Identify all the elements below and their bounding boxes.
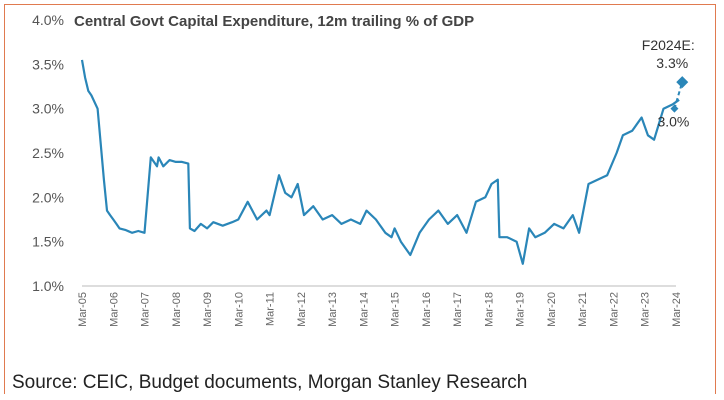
chart-frame <box>4 4 716 394</box>
series-line <box>80 59 680 265</box>
y-tick-label: 2.0% <box>32 189 64 205</box>
y-axis: 4.0% 3.5% 3.0% 2.5% 2.0% 1.5% 1.0% <box>32 12 64 294</box>
actual-value-label: 3.0% <box>657 114 689 130</box>
x-tick-label: Mar-13 <box>327 292 339 327</box>
y-tick-label: 1.5% <box>32 234 64 250</box>
actual-latest-marker <box>670 104 679 113</box>
x-tick-label: Mar-16 <box>421 292 433 327</box>
forecast-label: F2024E: <box>642 37 695 53</box>
chart-title: Central Govt Capital Expenditure, 12m tr… <box>74 13 474 30</box>
x-tick-label: Mar-07 <box>140 292 152 327</box>
forecast-marker <box>676 76 689 89</box>
x-tick-label: Mar-10 <box>233 292 245 327</box>
x-tick-label: Mar-14 <box>358 292 370 327</box>
y-tick-label: 3.0% <box>32 101 64 117</box>
source-note: Source: CEIC, Budget documents, Morgan S… <box>12 372 528 393</box>
x-tick-label: Mar-09 <box>202 292 214 327</box>
x-tick-label: Mar-11 <box>265 292 277 326</box>
chart: Central Govt Capital Expenditure, 12m tr… <box>32 12 695 327</box>
x-tick-label: Mar-22 <box>608 292 620 327</box>
y-tick-label: 2.5% <box>32 145 64 161</box>
x-tick-label: Mar-08 <box>171 292 183 327</box>
x-axis: Mar-05 Mar-06 Mar-07 Mar-08 Mar-09 Mar-10 Mar-… <box>77 292 683 327</box>
x-tick-label: Mar-17 <box>452 292 464 327</box>
x-tick-label: Mar-06 <box>108 292 120 327</box>
x-tick-label: Mar-05 <box>77 292 89 327</box>
x-tick-label: Mar-15 <box>390 292 402 327</box>
y-tick-label: 4.0% <box>32 12 64 28</box>
x-tick-label: Mar-12 <box>296 292 308 327</box>
forecast-value-label: 3.3% <box>656 55 688 71</box>
x-tick-label: Mar-18 <box>483 292 495 327</box>
x-tick-label: Mar-21 <box>577 292 589 327</box>
x-tick-label: Mar-24 <box>671 292 683 327</box>
y-tick-label: 1.0% <box>32 278 64 294</box>
x-tick-label: Mar-19 <box>515 292 527 327</box>
y-tick-label: 3.5% <box>32 56 64 72</box>
x-tick-label: Mar-20 <box>546 292 558 327</box>
x-tick-label: Mar-23 <box>640 292 652 327</box>
